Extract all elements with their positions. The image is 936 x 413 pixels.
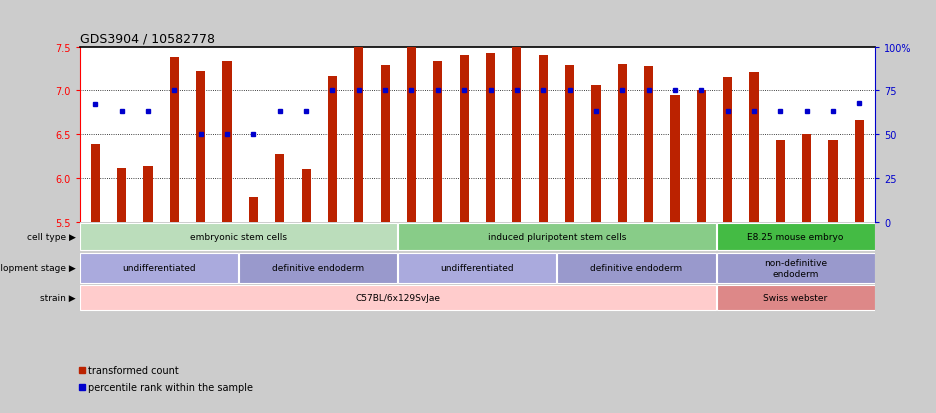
- Bar: [565, 66, 574, 222]
- Text: induced pluripotent stem cells: induced pluripotent stem cells: [488, 233, 626, 242]
- Bar: [399, 223, 715, 251]
- Bar: [618, 65, 627, 222]
- Bar: [169, 58, 179, 222]
- Bar: [117, 169, 126, 222]
- Bar: [538, 56, 548, 222]
- Bar: [249, 197, 258, 222]
- Text: E8.25 mouse embryo: E8.25 mouse embryo: [748, 233, 843, 242]
- Bar: [723, 78, 732, 222]
- Bar: [644, 66, 653, 222]
- Text: undifferentiated: undifferentiated: [123, 263, 196, 273]
- Bar: [750, 73, 758, 222]
- Bar: [328, 77, 337, 222]
- Text: embryonic stem cells: embryonic stem cells: [190, 233, 287, 242]
- Bar: [802, 135, 812, 222]
- Text: transformed count: transformed count: [88, 365, 179, 375]
- Bar: [460, 56, 469, 222]
- Bar: [407, 47, 417, 222]
- Bar: [301, 170, 311, 222]
- Bar: [197, 72, 205, 222]
- Bar: [592, 86, 601, 222]
- Text: development stage ▶: development stage ▶: [0, 263, 76, 273]
- Text: cell type ▶: cell type ▶: [27, 233, 76, 242]
- Text: GDS3904 / 10582778: GDS3904 / 10582778: [80, 32, 214, 45]
- Bar: [399, 253, 556, 283]
- Bar: [80, 253, 238, 283]
- Bar: [80, 285, 715, 311]
- Bar: [381, 66, 389, 222]
- Text: C57BL/6x129SvJae: C57BL/6x129SvJae: [356, 294, 440, 303]
- Text: strain ▶: strain ▶: [40, 294, 76, 303]
- Bar: [486, 54, 495, 222]
- Bar: [717, 253, 874, 283]
- Bar: [670, 95, 680, 222]
- Bar: [855, 121, 864, 222]
- Bar: [717, 285, 874, 311]
- Bar: [143, 166, 153, 222]
- Text: undifferentiated: undifferentiated: [441, 263, 514, 273]
- Bar: [223, 62, 232, 222]
- Bar: [558, 253, 715, 283]
- Bar: [776, 141, 785, 222]
- Bar: [354, 47, 363, 222]
- Bar: [91, 145, 100, 222]
- Bar: [275, 155, 285, 222]
- Text: definitive endoderm: definitive endoderm: [272, 263, 364, 273]
- Text: Swiss webster: Swiss webster: [764, 294, 827, 303]
- Bar: [828, 141, 838, 222]
- Text: definitive endoderm: definitive endoderm: [591, 263, 682, 273]
- Bar: [80, 223, 397, 251]
- Bar: [240, 253, 397, 283]
- Text: non-definitive
endoderm: non-definitive endoderm: [764, 259, 827, 278]
- Bar: [696, 91, 706, 222]
- Bar: [512, 47, 521, 222]
- Bar: [717, 223, 874, 251]
- Text: percentile rank within the sample: percentile rank within the sample: [88, 382, 253, 392]
- Bar: [433, 62, 443, 222]
